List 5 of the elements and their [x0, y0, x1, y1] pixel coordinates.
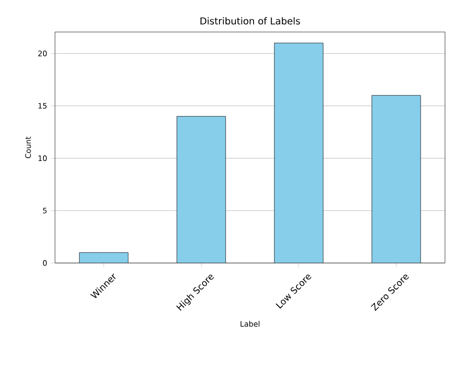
bar — [176, 116, 226, 263]
bar — [274, 42, 324, 263]
bar — [79, 252, 128, 263]
chart-title: Distribution of Labels — [200, 17, 300, 25]
bar — [372, 95, 421, 263]
